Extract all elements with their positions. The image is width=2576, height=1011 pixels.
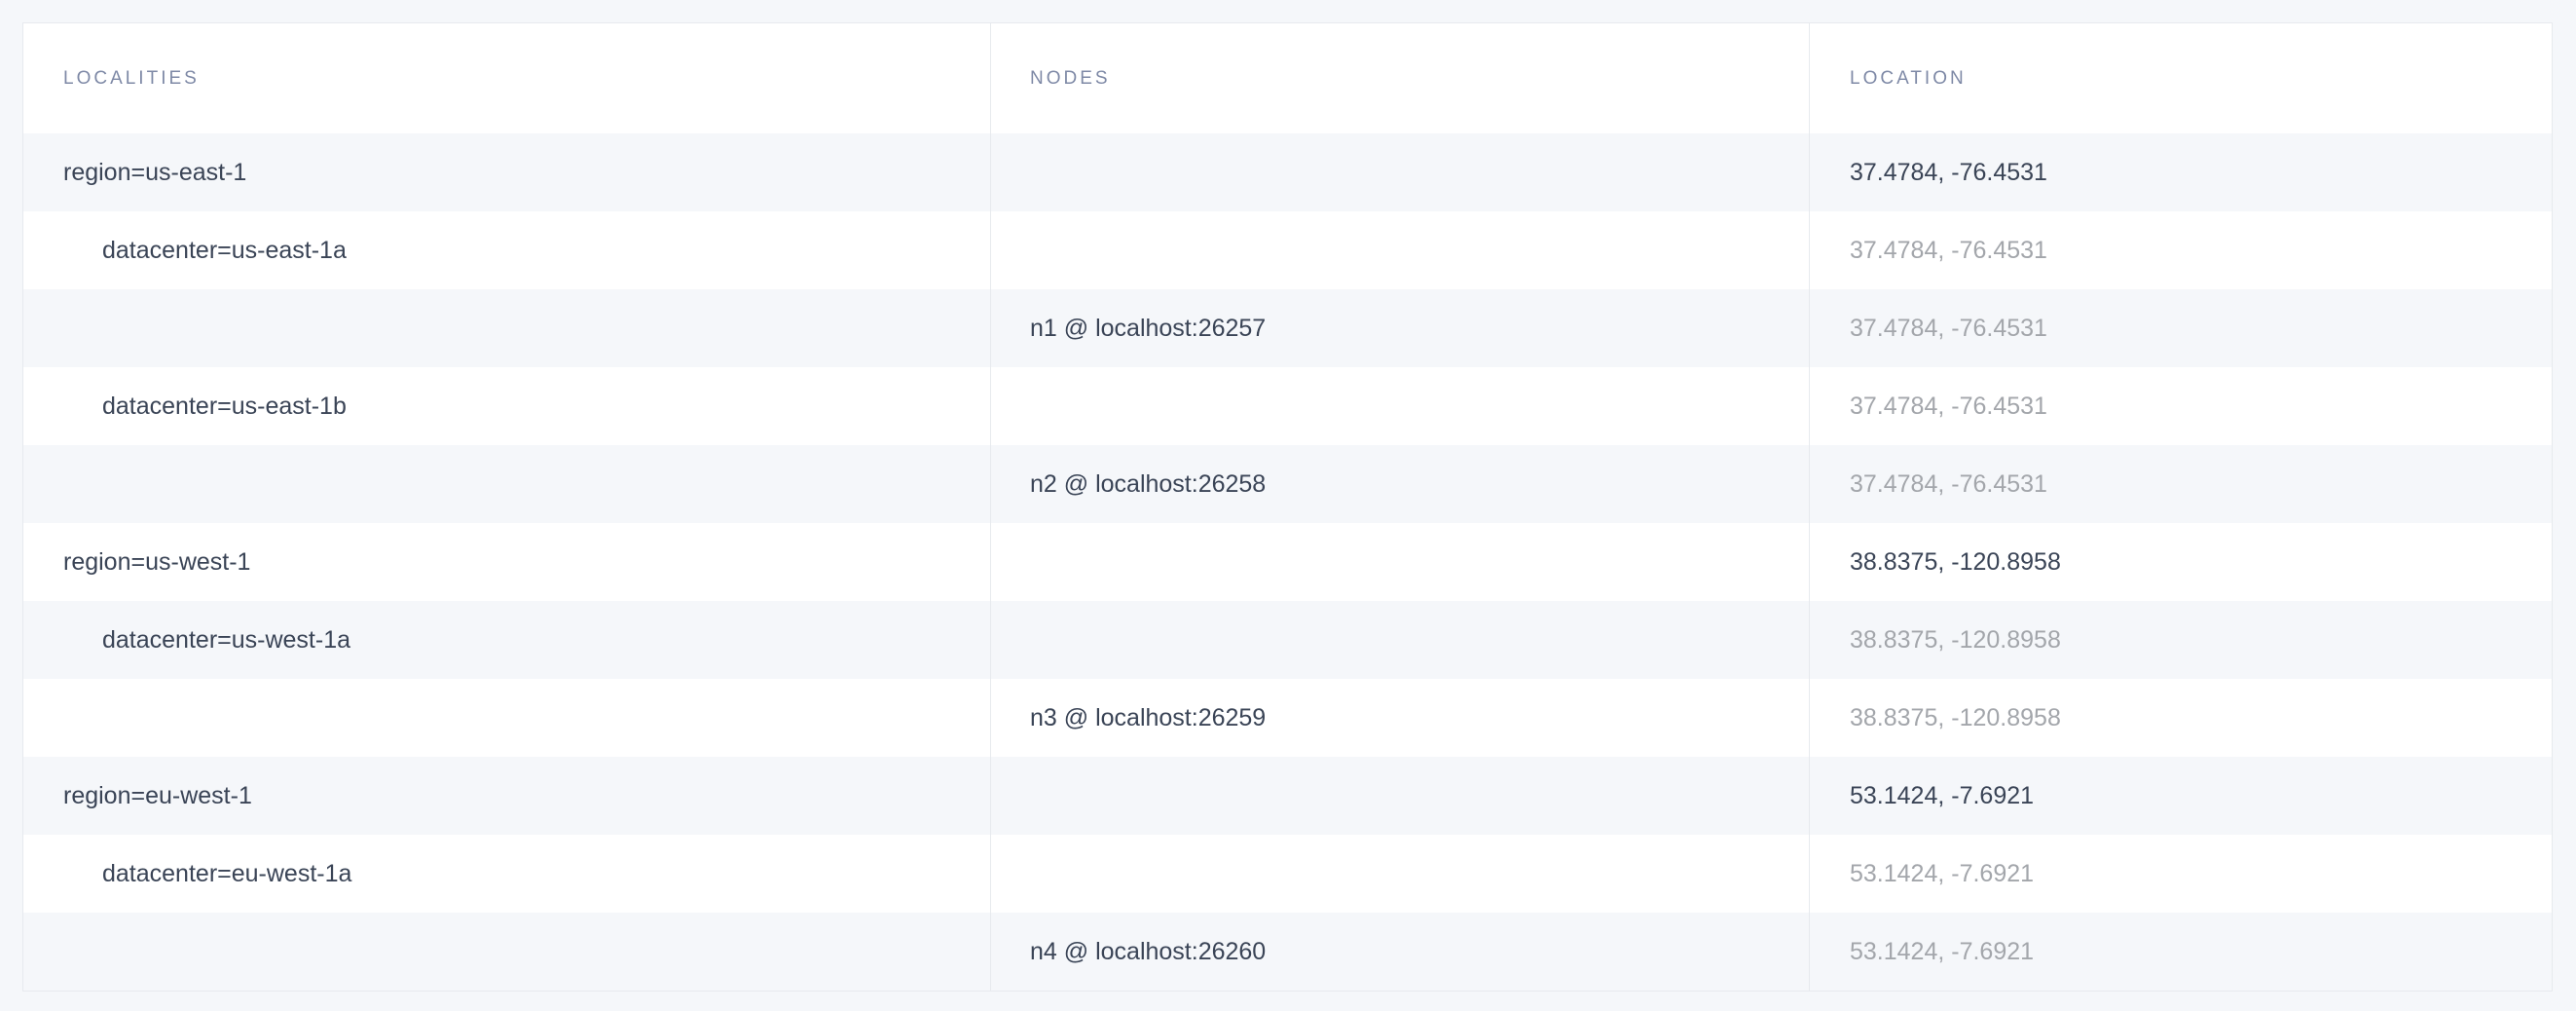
locality-cell — [23, 445, 991, 523]
location-cell: 53.1424, -7.6921 — [1850, 781, 2035, 809]
table-header: LOCALITIES NODES LOCATION — [23, 23, 2552, 133]
table-row: n2 @ localhost:26258 37.4784, -76.4531 — [23, 445, 2552, 523]
locality-cell: datacenter=eu-west-1a — [23, 835, 991, 913]
node-cell — [991, 601, 1810, 679]
node-cell — [991, 523, 1810, 601]
table-body: region=us-east-1 37.4784, -76.4531 datacen… — [23, 133, 2552, 991]
location-cell: 38.8375, -120.8958 — [1850, 625, 2061, 654]
location-cell: 37.4784, -76.4531 — [1850, 392, 2047, 420]
column-header-localities: LOCALITIES — [23, 23, 991, 133]
table-row: n3 @ localhost:26259 38.8375, -120.8958 — [23, 679, 2552, 757]
locality-cell — [23, 679, 991, 757]
node-cell: n2 @ localhost:26258 — [991, 445, 1810, 523]
location-cell: 37.4784, -76.4531 — [1850, 158, 2047, 186]
table-row: datacenter=us-west-1a 38.8375, -120.8958 — [23, 601, 2552, 679]
table-row: datacenter=eu-west-1a 53.1424, -7.6921 — [23, 835, 2552, 913]
node-cell — [991, 835, 1810, 913]
locality-cell — [23, 913, 991, 991]
node-cell — [991, 133, 1810, 211]
locality-cell: region=eu-west-1 — [23, 757, 991, 835]
location-cell: 37.4784, -76.4531 — [1850, 236, 2047, 264]
locality-cell: datacenter=us-east-1a — [23, 211, 991, 289]
table-row: n1 @ localhost:26257 37.4784, -76.4531 — [23, 289, 2552, 367]
node-cell: n4 @ localhost:26260 — [991, 913, 1810, 991]
location-cell: 53.1424, -7.6921 — [1850, 859, 2035, 887]
table-row: region=us-west-1 38.8375, -120.8958 — [23, 523, 2552, 601]
table-row: datacenter=us-east-1a 37.4784, -76.4531 — [23, 211, 2552, 289]
node-cell — [991, 757, 1810, 835]
node-cell — [991, 211, 1810, 289]
location-cell: 37.4784, -76.4531 — [1850, 314, 2047, 342]
locality-cell: region=us-east-1 — [23, 133, 991, 211]
table-row: region=us-east-1 37.4784, -76.4531 — [23, 133, 2552, 211]
table-row: n4 @ localhost:26260 53.1424, -7.6921 — [23, 913, 2552, 991]
location-cell: 38.8375, -120.8958 — [1850, 547, 2061, 576]
node-cell: n1 @ localhost:26257 — [991, 289, 1810, 367]
column-header-location: LOCATION — [1850, 67, 1967, 89]
locality-cell: datacenter=us-west-1a — [23, 601, 991, 679]
node-cell — [991, 367, 1810, 445]
locality-cell: datacenter=us-east-1b — [23, 367, 991, 445]
column-header-nodes: NODES — [991, 23, 1810, 133]
localities-table: LOCALITIES NODES LOCATION region=us-east… — [22, 22, 2553, 992]
locality-cell: region=us-west-1 — [23, 523, 991, 601]
table-row: datacenter=us-east-1b 37.4784, -76.4531 — [23, 367, 2552, 445]
location-cell: 53.1424, -7.6921 — [1850, 937, 2035, 965]
location-cell: 37.4784, -76.4531 — [1850, 469, 2047, 498]
locality-cell — [23, 289, 991, 367]
table-row: region=eu-west-1 53.1424, -7.6921 — [23, 757, 2552, 835]
node-cell: n3 @ localhost:26259 — [991, 679, 1810, 757]
location-cell: 38.8375, -120.8958 — [1850, 703, 2061, 731]
